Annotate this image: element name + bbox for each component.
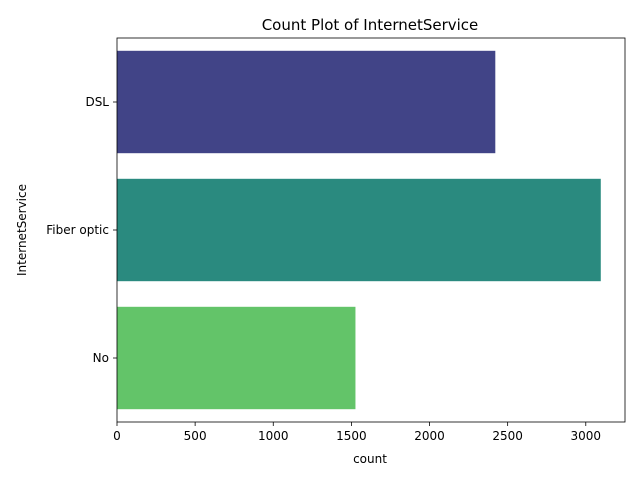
- axes-frame: [116, 37, 626, 423]
- bar-fiber-optic: [117, 178, 601, 282]
- chart-title: Count Plot of InternetService: [262, 16, 479, 34]
- x-tick-label: 2000: [414, 429, 445, 443]
- x-tick-label: 1000: [258, 429, 289, 443]
- plot-area: [116, 37, 626, 423]
- y-axis-ticks: DSL Fiber optic No: [46, 95, 117, 365]
- x-axis-label: count: [353, 452, 387, 466]
- x-tick-label: 2500: [492, 429, 523, 443]
- x-axis-ticks: 0 500 1000 1500 2000 2500 3000: [113, 422, 601, 443]
- bars-group: [117, 50, 601, 410]
- x-tick-label: 3000: [571, 429, 602, 443]
- x-tick-label: 0: [113, 429, 121, 443]
- y-tick-label: DSL: [85, 95, 109, 109]
- y-tick-label: Fiber optic: [46, 223, 109, 237]
- bar-no: [117, 306, 356, 410]
- x-tick-label: 500: [184, 429, 207, 443]
- y-tick-label: No: [93, 351, 109, 365]
- bar-dsl: [117, 50, 496, 154]
- x-tick-label: 1500: [336, 429, 367, 443]
- y-axis-label: InternetService: [15, 184, 29, 276]
